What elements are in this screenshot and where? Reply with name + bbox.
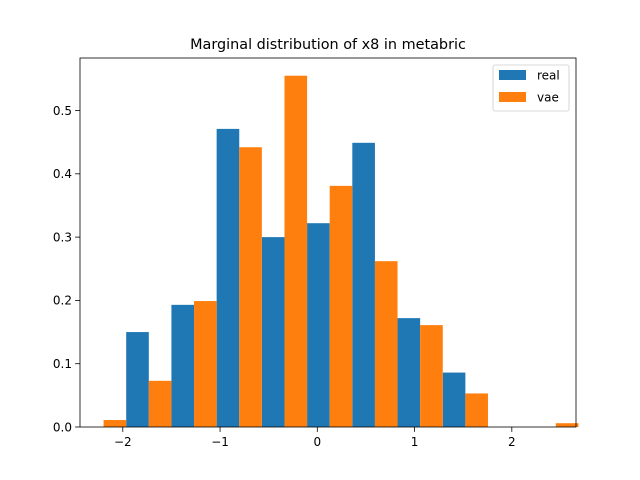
bar-real-1	[126, 332, 149, 427]
legend-swatch-vae	[499, 92, 526, 102]
plot-area-border	[79, 57, 577, 428]
bar-vae-5	[329, 185, 353, 427]
bar-real-4	[261, 237, 285, 427]
x-tick-label: 0	[313, 435, 321, 449]
bar-vae-1	[148, 380, 172, 427]
bar-real-3	[216, 128, 240, 427]
y-tick-label: 0.2	[53, 294, 72, 308]
bar-real-8	[442, 372, 466, 427]
legend-label-vae: vae	[537, 91, 559, 105]
legend-label-real: real	[537, 69, 560, 83]
bar-vae-2	[194, 301, 217, 427]
bars-group	[103, 75, 579, 428]
y-tick-label: 0.4	[53, 167, 72, 181]
bar-vae-10	[555, 423, 579, 427]
chart-title: Marginal distribution of x8 in metabric	[190, 37, 466, 53]
axes-frame	[79, 57, 577, 428]
y-tick-label: 0.1	[53, 357, 72, 371]
bar-real-5	[307, 223, 330, 427]
y-tick-label: 0.0	[53, 420, 72, 434]
bar-vae-3	[239, 147, 262, 428]
x-tick-label: −2	[114, 435, 132, 449]
x-tick-label: −1	[211, 435, 229, 449]
bar-real-7	[397, 318, 421, 427]
bar-vae-8	[465, 393, 488, 427]
y-axis-ticks: 0.0 0.1 0.2 0.3 0.4 0.5	[53, 104, 80, 434]
bar-real-2	[171, 304, 195, 427]
bar-vae-4	[284, 75, 308, 427]
x-tick-label: 1	[411, 435, 419, 449]
bar-vae-7	[420, 325, 443, 427]
y-tick-label: 0.5	[53, 104, 72, 118]
x-tick-label: 2	[508, 435, 516, 449]
bar-real-6	[352, 142, 375, 427]
x-axis-ticks: −2 −1 0 1 2	[114, 427, 516, 449]
bar-vae-6	[374, 261, 398, 427]
y-tick-label: 0.3	[53, 230, 72, 244]
legend: real vae	[492, 64, 570, 112]
bar-vae-0	[103, 420, 127, 427]
legend-swatch-real	[499, 70, 526, 80]
